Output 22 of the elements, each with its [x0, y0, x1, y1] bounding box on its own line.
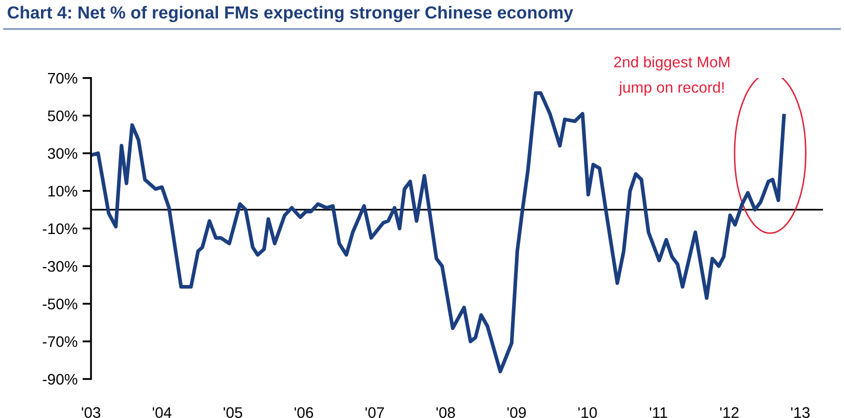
x-tick-label: '10 [578, 407, 597, 418]
y-tick-label: 30% [48, 148, 78, 159]
y-tick-label: -10% [42, 223, 78, 234]
y-tick-label: -90% [42, 374, 78, 385]
x-tick-label: '03 [82, 407, 100, 418]
y-tick-label: -70% [42, 336, 78, 348]
y-tick-label: 50% [48, 110, 78, 122]
x-tick-label: '11 [650, 407, 668, 418]
x-tick-label: '12 [720, 407, 739, 418]
x-tick-label: '13 [791, 407, 810, 418]
y-tick-label: 10% [48, 186, 78, 197]
annotation: 2nd biggest MoM jump on record! [614, 56, 730, 96]
y-tick-label: -30% [42, 260, 78, 272]
y-tick-label: 70% [48, 72, 78, 84]
x-tick-label: '08 [436, 407, 455, 418]
y-tick-label: -50% [42, 298, 78, 310]
chart-title: Chart 4: Net % of regional FMs expecting stronger Chinese economy [8, 6, 574, 22]
x-tick-label: '05 [224, 407, 242, 418]
x-tick-label: '06 [294, 407, 314, 418]
x-tick-label: '07 [366, 407, 384, 418]
x-tick-label: '09 [507, 407, 526, 418]
x-tick-label: '04 [152, 407, 172, 418]
